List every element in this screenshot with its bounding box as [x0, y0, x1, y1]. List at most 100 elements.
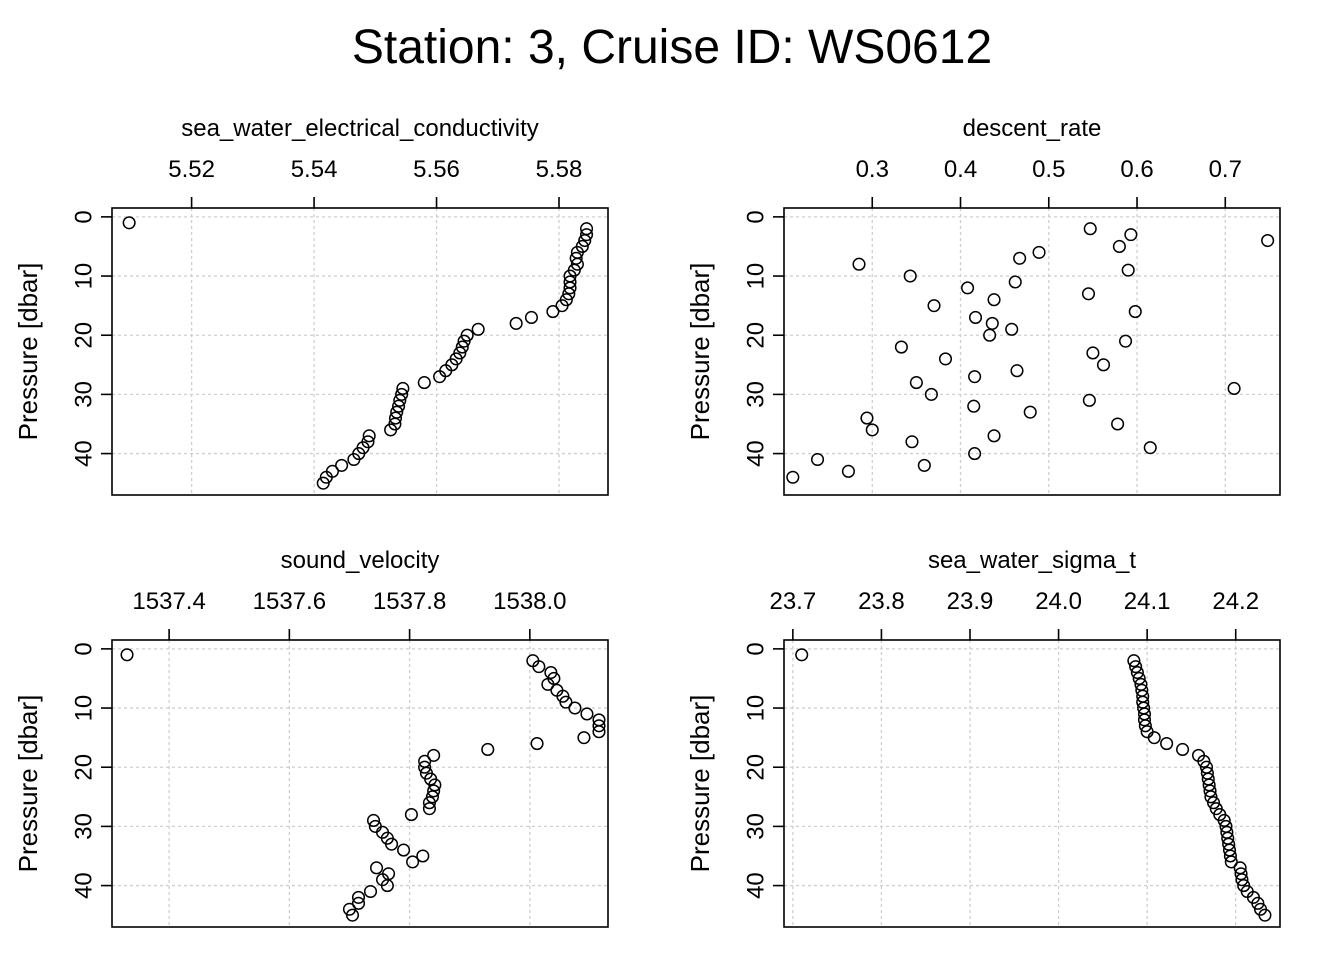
chart-3-point [1138, 719, 1152, 733]
chart-3-xtick-label: 24.1 [1124, 588, 1171, 615]
chart-0-point [122, 216, 136, 230]
chart-1-xtick-label: 0.6 [1120, 156, 1153, 183]
chart-2-ytick-label: 10 [71, 695, 98, 722]
chart-1-frame [783, 207, 1281, 496]
chart-1-point [1111, 417, 1125, 431]
chart-2-ytick-label: 40 [71, 872, 98, 899]
chart-1-point [987, 293, 1001, 307]
chart-0-ytick-label: 0 [71, 210, 98, 223]
chart-3-title: sea_water_sigma_t [928, 547, 1136, 574]
chart-2-point [363, 884, 378, 899]
chart-1-point [865, 423, 879, 437]
chart-2-point [380, 879, 394, 893]
chart-0-point [562, 287, 576, 301]
chart-0-point [457, 334, 471, 348]
chart-2-point [406, 855, 420, 869]
chart-2-point [568, 701, 582, 715]
chart-2-point [345, 908, 360, 922]
chart-1-ytick-label: 40 [743, 440, 770, 467]
chart-3-ytick-label: 20 [743, 754, 770, 781]
chart-0-xtick-label: 5.52 [168, 156, 215, 183]
chart-1-point [852, 257, 866, 271]
chart-0-point [396, 381, 410, 396]
chart-3-ytick-label: 40 [743, 872, 770, 899]
chart-1-point [1086, 346, 1100, 360]
chart-0-ylabel: Pressure [dbar] [13, 263, 43, 441]
chart-1-point [1013, 251, 1027, 265]
chart-0-point [392, 399, 406, 413]
chart-0-ytick-label: 20 [71, 322, 98, 349]
chart-1-point [1023, 405, 1037, 419]
chart-2-point [559, 695, 573, 709]
chart-3-xtick-label: 24.0 [1035, 588, 1082, 615]
chart-0-point [563, 281, 577, 295]
chart-3-point [1203, 784, 1217, 798]
chart-0-point [555, 299, 569, 313]
chart-1-point [1261, 233, 1275, 248]
chart-3-point [1137, 713, 1152, 727]
chart-1-point [860, 411, 874, 425]
chart-3-ytick-label: 0 [743, 642, 770, 655]
chart-1-point [1082, 393, 1096, 407]
chart-0-ytick-label: 30 [71, 381, 98, 408]
chart-1-xtick-label: 0.4 [944, 156, 977, 183]
chart-1-point [1010, 364, 1024, 378]
chart-1: 0.3 0.4 0.5 0.6 0.7 0 10 20 30 40 descent_rate Pres… [685, 115, 1281, 496]
chart-0-point [316, 476, 330, 490]
chart-1-point [786, 470, 800, 484]
chart-0-point [417, 376, 431, 390]
chart-0-xtick-label: 5.58 [536, 156, 583, 183]
chart-2: 1537.4 1537.6 1537.8 1538.0 0 10 20 30 40 sound_v… [13, 547, 609, 928]
chart-3-point [1204, 790, 1218, 804]
chart-1-xtick-label: 0.5 [1032, 156, 1065, 183]
figure-title: Station: 3, Cruise ID: WS0612 [351, 21, 993, 74]
chart-1-point [1119, 334, 1133, 348]
chart-2-xtick-label: 1537.6 [253, 588, 326, 615]
chart-3: 23.7 23.8 23.9 24.0 24.1 24.2 0 10 20 30 40 sea_wat… [685, 547, 1281, 928]
chart-3-point [1224, 855, 1238, 869]
chart-2-point [366, 813, 381, 828]
chart-3-point [1207, 796, 1221, 810]
chart-1-point [1032, 245, 1046, 259]
chart-1-ytick-label: 30 [743, 381, 770, 408]
chart-2-point [592, 719, 606, 733]
chart-1-point [967, 399, 981, 413]
chart-1-point [961, 281, 975, 295]
chart-1-point [810, 452, 825, 467]
chart-3-point [1223, 849, 1237, 863]
chart-2-ytick-label: 0 [71, 642, 98, 655]
chart-0-title: sea_water_electrical_conductivity [181, 115, 539, 142]
chart-3-xtick-label: 23.7 [769, 588, 816, 615]
chart-2-ylabel: Pressure [dbar] [13, 695, 43, 873]
chart-3-xtick-label: 24.2 [1212, 588, 1259, 615]
chart-3-point [795, 648, 809, 662]
chart-0-point [388, 411, 403, 425]
chart-2-point [422, 796, 436, 810]
chart-0-point [509, 316, 523, 330]
chart-1-point [927, 299, 941, 313]
chart-0-point [546, 305, 560, 319]
chart-1-point [905, 435, 919, 449]
chart-3-ytick-label: 30 [743, 813, 770, 840]
chart-3-point [1234, 867, 1248, 881]
chart-0-point [455, 340, 469, 354]
chart-2-point [577, 731, 591, 745]
chart-3-frame [783, 639, 1281, 928]
chart-3-point [1258, 908, 1272, 922]
chart-2-point [351, 890, 366, 904]
chart-3-ylabel: Pressure [dbar] [685, 695, 715, 873]
chart-1-point [983, 328, 997, 342]
chart-3-xtick-label: 23.8 [858, 588, 905, 615]
chart-2-ytick-label: 30 [71, 813, 98, 840]
chart-3-point [1251, 896, 1265, 910]
chart-1-point [1008, 275, 1022, 289]
chart-1-title: descent_rate [963, 115, 1102, 142]
chart-3-xtick-label: 23.9 [947, 588, 994, 615]
chart-0-point [433, 370, 447, 384]
chart-2-point [427, 748, 441, 762]
chart-2-point [481, 742, 495, 757]
chart-1-point [917, 458, 931, 472]
chart-0-ytick-label: 40 [71, 440, 98, 467]
